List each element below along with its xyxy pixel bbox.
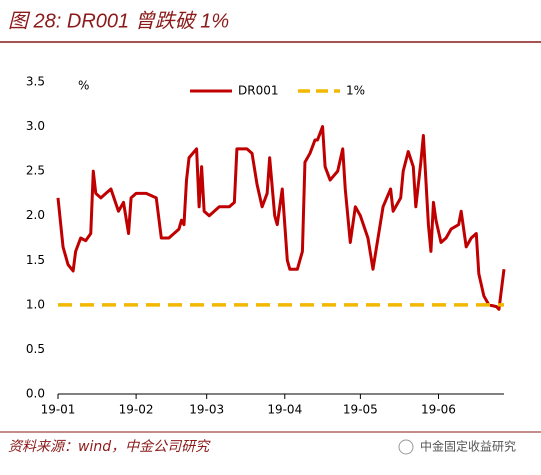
y-tick-label: 0.5 bbox=[26, 342, 45, 356]
y-tick-label: 1.0 bbox=[26, 297, 45, 311]
x-tick-label: 19-03 bbox=[189, 403, 224, 417]
series-line bbox=[56, 125, 506, 311]
source-note: 资料来源：wind，中金公司研究 bbox=[8, 439, 211, 455]
y-tick-label: 0.0 bbox=[26, 387, 45, 401]
x-tick-label: 19-02 bbox=[119, 403, 154, 417]
y-tick-label: 3.0 bbox=[26, 119, 45, 133]
y-tick-label: 1.5 bbox=[26, 253, 45, 267]
y-axis-unit: % bbox=[78, 79, 89, 93]
x-tick-label: 19-05 bbox=[343, 403, 378, 417]
legend-label: 1% bbox=[346, 84, 365, 98]
watermark-icon bbox=[398, 439, 414, 455]
x-tick-label: 19-01 bbox=[41, 403, 76, 417]
chart-title: 图 28: DR001 曾跌破 1% bbox=[8, 10, 229, 32]
y-tick-label: 2.0 bbox=[26, 208, 45, 222]
x-tick-label: 19-04 bbox=[267, 403, 302, 417]
legend-label: DR001 bbox=[238, 84, 278, 98]
x-tick-label: 19-06 bbox=[421, 403, 456, 417]
y-tick-label: 3.5 bbox=[26, 75, 45, 89]
y-tick-label: 2.5 bbox=[26, 164, 45, 178]
watermark: 中金固定收益研究 bbox=[420, 439, 516, 454]
